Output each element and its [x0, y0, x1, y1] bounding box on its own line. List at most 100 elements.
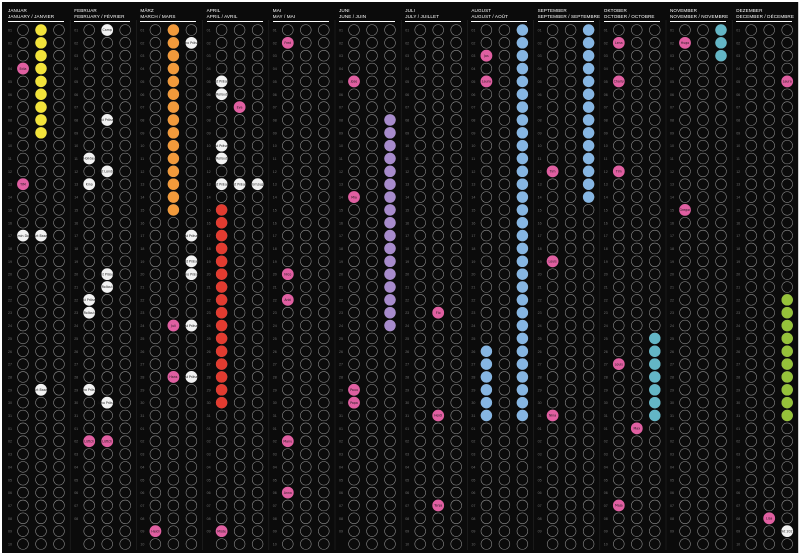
day-slot[interactable]	[366, 139, 378, 152]
day-slot[interactable]	[432, 255, 444, 267]
day-slot[interactable]	[35, 422, 47, 435]
day-slot[interactable]	[631, 152, 643, 165]
range-dot[interactable]	[384, 204, 396, 216]
day-slot[interactable]	[715, 448, 727, 460]
day-slot[interactable]	[233, 88, 246, 100]
day-slot[interactable]	[101, 204, 113, 216]
day-slot[interactable]	[480, 178, 493, 190]
day-slot[interactable]	[348, 268, 360, 280]
day-slot[interactable]	[697, 525, 709, 537]
sticker[interactable]: Louis	[612, 358, 625, 370]
day-slot[interactable]	[715, 294, 727, 306]
day-slot[interactable]	[564, 191, 577, 203]
day-slot[interactable]	[282, 165, 294, 178]
day-slot[interactable]	[185, 101, 198, 113]
range-dot[interactable]	[215, 242, 228, 255]
day-slot[interactable]	[366, 499, 378, 512]
day-slot[interactable]	[679, 229, 691, 242]
day-slot[interactable]	[35, 435, 47, 447]
day-slot[interactable]	[348, 525, 360, 537]
day-slot[interactable]	[697, 255, 709, 267]
day-slot[interactable]	[384, 461, 396, 473]
range-dot[interactable]	[516, 281, 529, 293]
day-slot[interactable]	[450, 152, 462, 165]
day-slot[interactable]	[745, 268, 757, 280]
range-dot[interactable]	[215, 358, 228, 370]
day-slot[interactable]	[149, 538, 162, 550]
day-slot[interactable]	[516, 474, 529, 486]
day-slot[interactable]	[564, 294, 577, 306]
day-slot[interactable]	[450, 127, 462, 139]
day-slot[interactable]	[348, 307, 360, 319]
day-slot[interactable]	[167, 422, 180, 435]
day-slot[interactable]	[414, 525, 426, 537]
day-slot[interactable]	[781, 268, 793, 280]
day-slot[interactable]	[366, 345, 378, 357]
day-slot[interactable]	[53, 88, 65, 100]
day-slot[interactable]	[233, 319, 246, 332]
day-slot[interactable]	[348, 461, 360, 473]
range-dot[interactable]	[35, 37, 47, 49]
day-slot[interactable]	[498, 88, 511, 100]
sticker[interactable]: Papa	[348, 396, 360, 409]
day-slot[interactable]	[53, 486, 65, 499]
day-slot[interactable]	[35, 474, 47, 486]
day-slot[interactable]	[17, 319, 29, 332]
day-slot[interactable]	[17, 384, 29, 396]
day-slot[interactable]	[498, 37, 511, 49]
day-slot[interactable]	[414, 396, 426, 409]
day-slot[interactable]	[582, 474, 595, 486]
day-slot[interactable]	[101, 229, 113, 242]
sticker[interactable]: Jose	[348, 75, 360, 88]
range-dot[interactable]	[384, 191, 396, 203]
day-slot[interactable]	[149, 217, 162, 229]
day-slot[interactable]	[697, 88, 709, 100]
day-slot[interactable]	[318, 422, 330, 435]
day-slot[interactable]	[83, 512, 95, 524]
day-slot[interactable]	[432, 114, 444, 126]
day-slot[interactable]	[282, 422, 294, 435]
day-slot[interactable]	[450, 101, 462, 113]
day-slot[interactable]	[83, 371, 95, 383]
sticker[interactable]: Ast Präsen	[81, 293, 98, 306]
day-slot[interactable]	[564, 474, 577, 486]
day-slot[interactable]	[516, 512, 529, 524]
sticker[interactable]: Amo Präsen	[182, 36, 201, 49]
day-slot[interactable]	[185, 114, 198, 126]
day-slot[interactable]	[282, 499, 294, 512]
day-slot[interactable]	[300, 474, 312, 486]
day-slot[interactable]	[498, 371, 511, 383]
day-slot[interactable]	[282, 474, 294, 486]
day-slot[interactable]	[763, 345, 775, 357]
day-slot[interactable]	[564, 435, 577, 447]
sticker[interactable]: Edia	[17, 62, 29, 75]
day-slot[interactable]	[282, 191, 294, 203]
day-slot[interactable]	[414, 461, 426, 473]
day-slot[interactable]	[101, 191, 113, 203]
day-slot[interactable]	[781, 281, 793, 293]
day-slot[interactable]	[546, 307, 559, 319]
range-dot[interactable]	[516, 358, 529, 370]
day-slot[interactable]	[763, 24, 775, 36]
day-slot[interactable]	[582, 217, 595, 229]
day-slot[interactable]	[414, 486, 426, 499]
day-slot[interactable]	[185, 345, 198, 357]
day-slot[interactable]	[546, 268, 559, 280]
day-slot[interactable]	[53, 345, 65, 357]
day-slot[interactable]	[763, 307, 775, 319]
day-slot[interactable]	[649, 461, 661, 473]
day-slot[interactable]	[53, 281, 65, 293]
day-slot[interactable]	[498, 486, 511, 499]
day-slot[interactable]	[17, 191, 29, 203]
range-dot[interactable]	[167, 204, 180, 216]
sticker[interactable]: Ast Präsen	[183, 229, 200, 242]
range-dot[interactable]	[215, 384, 228, 396]
day-slot[interactable]	[450, 24, 462, 36]
day-slot[interactable]	[432, 139, 444, 152]
day-slot[interactable]	[119, 139, 131, 152]
day-slot[interactable]	[564, 37, 577, 49]
day-slot[interactable]	[745, 525, 757, 537]
day-slot[interactable]	[251, 461, 264, 473]
day-slot[interactable]	[149, 474, 162, 486]
day-slot[interactable]	[185, 499, 198, 512]
